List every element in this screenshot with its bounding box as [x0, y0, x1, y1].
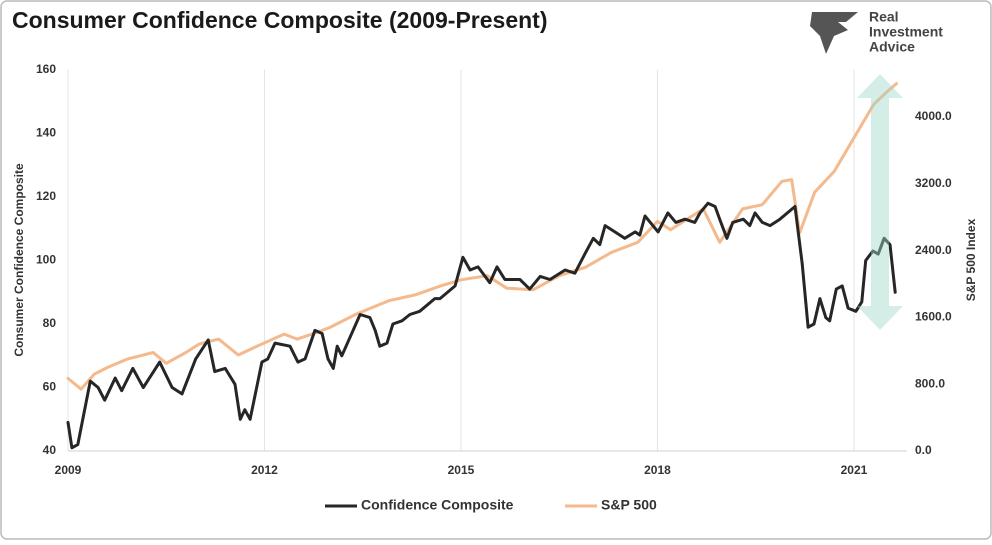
logo: Real Investment Advice	[810, 9, 943, 55]
x-tick-label: 2018	[644, 463, 671, 477]
x-tick-label: 2015	[448, 463, 475, 477]
legend-label: S&P 500	[601, 497, 657, 513]
y2-axis-label: S&P 500 Index	[964, 218, 978, 301]
y-axis-label: Consumer Confidence Composite	[12, 163, 26, 357]
y-tick-label: 40	[43, 443, 57, 457]
x-tick-label: 2021	[841, 463, 868, 477]
y-tick-label: 80	[43, 316, 57, 330]
y-tick-label: 140	[36, 126, 56, 140]
y2-tick-label: 4000.0	[915, 109, 952, 123]
line-series	[66, 82, 898, 391]
legend-label: Confidence Composite	[361, 497, 514, 513]
y-tick-label: 120	[36, 189, 56, 203]
y2-tick-label: 0.0	[915, 443, 932, 457]
x-tick-label: 2012	[251, 463, 278, 477]
y-tick-label: 160	[36, 62, 56, 76]
chart-title: Consumer Confidence Composite (2009-Pres…	[12, 7, 548, 33]
y2-tick-label: 800.0	[915, 376, 945, 390]
y-tick-label: 60	[43, 380, 57, 394]
y-tick-label: 100	[36, 253, 56, 267]
logo-text: Investment	[869, 24, 943, 40]
annotation-arrow	[857, 74, 903, 330]
logo-text: Advice	[869, 39, 915, 55]
y2-tick-label: 1600.0	[915, 310, 952, 324]
logo-icon	[810, 12, 858, 54]
arrow	[857, 74, 903, 330]
line-series	[66, 201, 897, 450]
logo-text: Real	[869, 9, 899, 25]
x-tick-label: 2009	[55, 463, 82, 477]
y2-tick-label: 2400.0	[915, 243, 952, 257]
y2-tick-label: 3200.0	[915, 176, 952, 190]
